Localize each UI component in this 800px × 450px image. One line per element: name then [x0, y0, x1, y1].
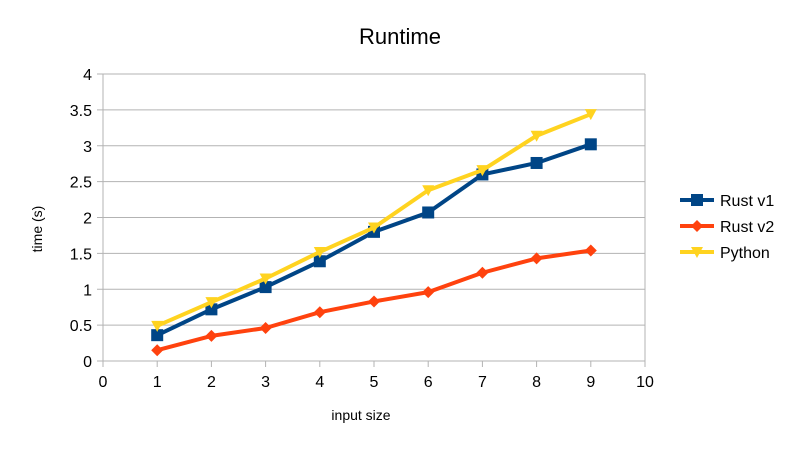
data-point-rust-v2	[313, 306, 326, 319]
data-point-python	[476, 165, 489, 177]
legend: Rust v1 Rust v2 Python	[680, 193, 774, 262]
data-point-rust-v2	[151, 344, 164, 357]
data-point-rust-v1	[259, 281, 272, 294]
legend-label: Rust v2	[720, 219, 774, 236]
data-point-python	[259, 273, 272, 285]
x-tick-label: 9	[586, 374, 595, 391]
data-point-rust-v2	[205, 329, 218, 342]
y-tick-label: 0.5	[70, 318, 92, 335]
x-tick-label: 5	[370, 374, 379, 391]
legend-item-rust-v2: Rust v2	[680, 219, 774, 236]
x-tick-label: 8	[532, 374, 541, 391]
series-python	[151, 109, 597, 332]
data-point-rust-v2	[422, 286, 435, 299]
data-point-python	[584, 109, 597, 121]
x-tick-label: 3	[261, 374, 270, 391]
data-point-rust-v2	[530, 252, 543, 265]
series-rust-v2	[151, 244, 597, 357]
legend-item-python: Python	[680, 245, 770, 262]
data-point-rust-v1	[530, 156, 543, 169]
legend-marker	[691, 247, 703, 258]
legend-label: Python	[720, 245, 770, 262]
y-tick-label: 2	[83, 211, 92, 228]
y-tick-label: 3	[83, 139, 92, 156]
data-point-rust-v1	[313, 255, 326, 268]
data-point-rust-v2	[476, 266, 489, 279]
data-point-rust-v1	[151, 329, 164, 342]
data-point-python	[368, 222, 380, 234]
x-tick-label: 2	[207, 374, 216, 391]
y-tick-label: 2.5	[70, 175, 92, 192]
data-point-rust-v2	[259, 321, 272, 334]
x-tick-label: 7	[478, 374, 487, 391]
series-rust-v1	[151, 138, 597, 342]
x-tick-label: 10	[636, 374, 654, 391]
data-point-rust-v1	[205, 303, 218, 316]
x-axis-label: input size	[331, 407, 390, 423]
data-point-python	[151, 320, 164, 332]
y-tick-label: 3.5	[70, 103, 92, 120]
data-point-python	[422, 185, 435, 197]
x-tick-label: 4	[315, 374, 324, 391]
data-point-python	[313, 246, 326, 258]
grid-lines	[103, 73, 645, 362]
x-tick-label: 0	[99, 374, 108, 391]
y-axis-label: time (s)	[29, 206, 45, 253]
y-tick-label: 1.5	[70, 246, 92, 263]
chart-title: Runtime	[359, 24, 441, 49]
legend-item-rust-v1: Rust v1	[680, 193, 774, 210]
legend-marker	[691, 194, 703, 206]
legend-label: Rust v1	[720, 193, 774, 210]
axes: 0 0.5 1 1.5 2 2.5 3 3.5 4 0 1 2 3 4 5 6 7 8 9 10	[70, 67, 654, 391]
x-tick-label: 6	[424, 374, 433, 391]
data-point-rust-v2	[584, 244, 597, 257]
data-point-rust-v2	[368, 295, 380, 308]
legend-marker	[691, 220, 703, 232]
data-point-rust-v1	[584, 138, 597, 151]
y-tick-label: 1	[83, 282, 92, 299]
y-tick-label: 4	[83, 67, 92, 84]
data-point-python	[205, 297, 218, 309]
data-point-python	[530, 130, 543, 142]
y-tick-label: 0	[83, 354, 92, 371]
data-point-rust-v1	[422, 206, 435, 219]
x-tick-label: 1	[153, 374, 162, 391]
series-layer	[151, 109, 597, 357]
